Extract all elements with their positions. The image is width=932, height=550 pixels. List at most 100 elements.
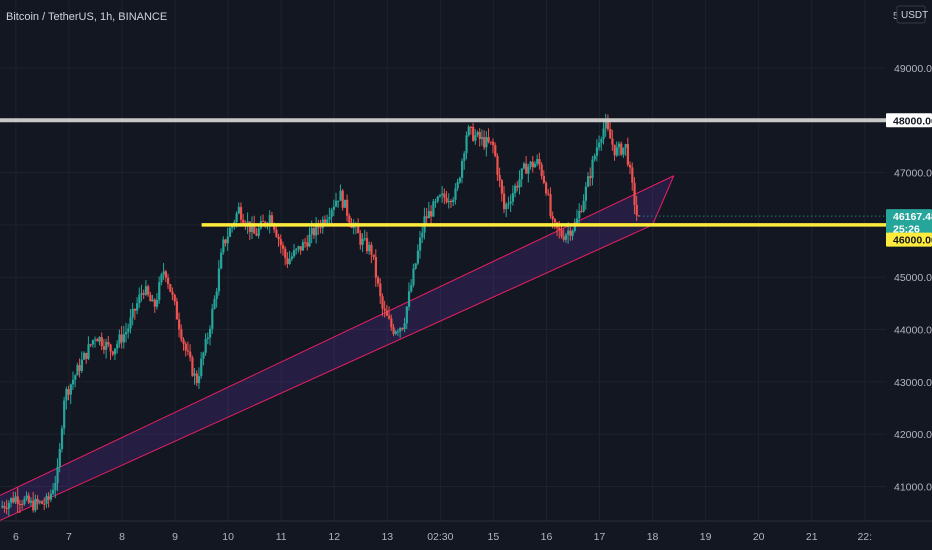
candle-body — [330, 210, 333, 218]
x-tick-label: 12 — [328, 531, 340, 543]
x-tick-label: 20 — [753, 531, 765, 543]
candle-body — [21, 504, 24, 506]
candle-body — [571, 230, 574, 236]
candle-body — [257, 228, 260, 236]
candle-body — [85, 352, 88, 359]
horizontal-lines[interactable] — [0, 118, 886, 227]
candle-body — [178, 319, 181, 330]
candle-body — [558, 227, 561, 230]
candle-body — [441, 193, 444, 196]
channel-lower-line[interactable] — [0, 224, 653, 521]
candle-body — [45, 496, 48, 504]
candle-body — [273, 223, 276, 230]
time-axis[interactable] — [0, 521, 932, 550]
candle-body — [412, 268, 415, 286]
candle-body — [361, 238, 364, 245]
candle-body — [182, 339, 185, 344]
candle-body — [10, 497, 13, 503]
candle-body — [304, 242, 307, 244]
candle-body — [74, 375, 77, 380]
candle-body — [465, 135, 468, 154]
candle-body — [341, 190, 344, 208]
candle-body — [392, 327, 395, 334]
candle-body — [500, 180, 504, 194]
candle-body — [430, 211, 433, 217]
candle-body — [299, 246, 302, 251]
candle-body — [591, 159, 594, 179]
currency-label: USDT — [901, 10, 928, 21]
y-tick-label: 44000.00 — [894, 325, 932, 337]
candle-body — [248, 221, 251, 232]
candle-body — [434, 201, 437, 203]
candle-body — [569, 230, 572, 236]
x-tick-label: 13 — [381, 531, 393, 543]
candle-body — [315, 223, 318, 236]
candle-body — [226, 236, 229, 244]
candle-body — [326, 219, 329, 224]
candle-body — [452, 199, 455, 203]
candle-body — [310, 228, 313, 235]
candle-body — [224, 239, 227, 244]
channel-end-cap[interactable] — [652, 175, 675, 226]
candle-body — [277, 236, 280, 240]
candle-body — [237, 207, 240, 214]
candle-body — [23, 498, 26, 505]
candle-body — [480, 137, 484, 140]
candle-body — [385, 310, 389, 316]
candle-body — [553, 219, 557, 223]
candle-body — [514, 185, 517, 194]
symbol-title: Bitcoin / TetherUS, 1h, BINANCE — [6, 11, 167, 23]
candle-body — [522, 163, 526, 169]
candle-body — [270, 215, 274, 224]
y-tick-label: 49000.00 — [894, 63, 932, 75]
candle-body — [511, 193, 515, 202]
candle-body — [127, 328, 130, 332]
candle-body — [454, 188, 457, 200]
candle-body — [573, 223, 576, 231]
candle-body — [268, 215, 271, 225]
candle-body — [443, 193, 446, 198]
candle-body — [242, 219, 245, 224]
candle-body — [60, 428, 64, 450]
candle-body — [65, 389, 68, 401]
candle-body — [138, 294, 141, 304]
candle-body — [113, 348, 117, 355]
candle-body — [78, 365, 81, 371]
price-axis[interactable] — [886, 0, 932, 521]
candle-body — [328, 217, 331, 220]
candle-body — [421, 232, 424, 238]
candle-body — [3, 506, 6, 508]
candle-body — [191, 357, 194, 376]
candle-body — [54, 483, 57, 491]
candle-body — [335, 200, 338, 207]
x-tick-label: 22: — [857, 531, 872, 543]
candle-body — [107, 341, 110, 345]
candle-body — [71, 379, 75, 385]
candle-body — [162, 271, 165, 275]
candle-body — [239, 207, 243, 220]
candle-body — [169, 284, 172, 292]
candle-body — [220, 252, 223, 269]
x-tick-label: 7 — [66, 531, 72, 543]
x-tick-label: 10 — [222, 531, 234, 543]
candle-body — [476, 132, 479, 136]
candle-body — [615, 147, 618, 156]
candle-body — [251, 224, 254, 232]
candle-body — [5, 507, 8, 509]
candle-body — [445, 197, 448, 203]
price-box-resistance — [886, 113, 932, 128]
candle-body — [94, 339, 97, 341]
candle-body — [538, 159, 541, 165]
price-box-label-resistance: 48000.00 — [893, 115, 932, 127]
candle-body — [195, 373, 198, 384]
currency-button[interactable] — [896, 5, 926, 24]
candle-body — [370, 244, 373, 255]
candle-body — [186, 350, 190, 352]
x-tick-label: 6 — [13, 531, 19, 543]
candle-body — [43, 503, 46, 505]
candle-body — [527, 166, 530, 174]
